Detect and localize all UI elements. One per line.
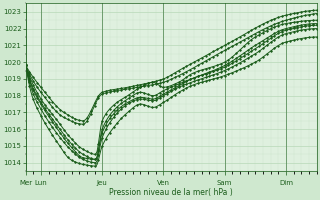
X-axis label: Pression niveau de la mer( hPa ): Pression niveau de la mer( hPa ) (109, 188, 233, 197)
